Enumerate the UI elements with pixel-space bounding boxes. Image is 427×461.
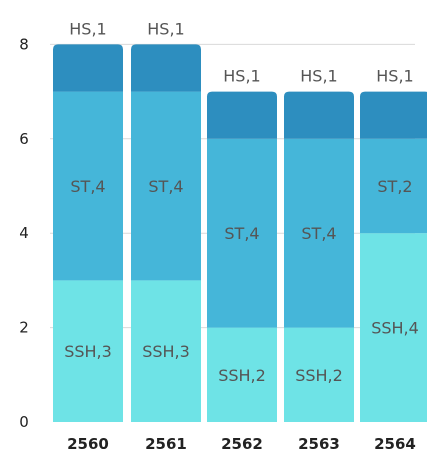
y-axis-ticks: 0 2 4 6 8 <box>19 35 29 431</box>
bars <box>53 44 427 422</box>
segment-label: SSH,2 <box>218 366 266 385</box>
segment-label: SSH,3 <box>142 342 190 361</box>
x-axis-ticks: 2560 2561 2562 2563 2564 <box>67 435 416 453</box>
bar-segment-hs-2563 <box>284 91 354 139</box>
bar-segment-hs-2560 <box>53 44 123 92</box>
segment-label: ST,2 <box>377 177 412 196</box>
bar-segment-hs-2562 <box>207 91 277 139</box>
segment-label: SSH,2 <box>295 366 343 385</box>
y-tick-label: 4 <box>19 224 29 242</box>
bar-segment-st-2564 <box>360 138 427 234</box>
bar-segment-st-2561 <box>131 91 201 281</box>
bar-segment-ssh-2560 <box>53 280 123 422</box>
segment-label: ST,4 <box>148 177 183 196</box>
segment-label: ST,4 <box>224 224 259 243</box>
y-tick-label: 2 <box>19 319 29 337</box>
segment-label: ST,4 <box>301 224 336 243</box>
segment-label: HS,1 <box>376 67 413 86</box>
x-tick-label: 2561 <box>145 435 187 453</box>
x-tick-label: 2563 <box>298 435 340 453</box>
segment-label: HS,1 <box>300 67 337 86</box>
y-tick-label: 0 <box>19 413 29 431</box>
segment-label: HS,1 <box>69 19 106 38</box>
segment-label: HS,1 <box>223 67 260 86</box>
segment-label: SSH,3 <box>64 342 112 361</box>
segment-label: ST,4 <box>70 177 105 196</box>
segment-labels: SSH,3 ST,4 HS,1 SSH,3 ST,4 HS,1 SSH,2 ST,4 HS,1 S… <box>64 19 419 384</box>
bar-segment-hs-2564 <box>360 91 427 139</box>
bar-segment-ssh-2562 <box>207 327 277 422</box>
segment-label: SSH,4 <box>371 319 419 338</box>
segment-label: HS,1 <box>147 19 184 38</box>
y-tick-label: 8 <box>19 35 29 53</box>
bar-segment-st-2562 <box>207 138 277 328</box>
y-tick-label: 6 <box>19 130 29 148</box>
x-tick-label: 2560 <box>67 435 109 453</box>
bar-segment-st-2563 <box>284 138 354 328</box>
x-tick-label: 2562 <box>221 435 263 453</box>
bar-segment-ssh-2563 <box>284 327 354 422</box>
x-tick-label: 2564 <box>374 435 416 453</box>
bar-segment-st-2560 <box>53 91 123 281</box>
bar-segment-ssh-2561 <box>131 280 201 422</box>
bar-segment-ssh-2564 <box>360 233 427 422</box>
bar-segment-hs-2561 <box>131 44 201 92</box>
